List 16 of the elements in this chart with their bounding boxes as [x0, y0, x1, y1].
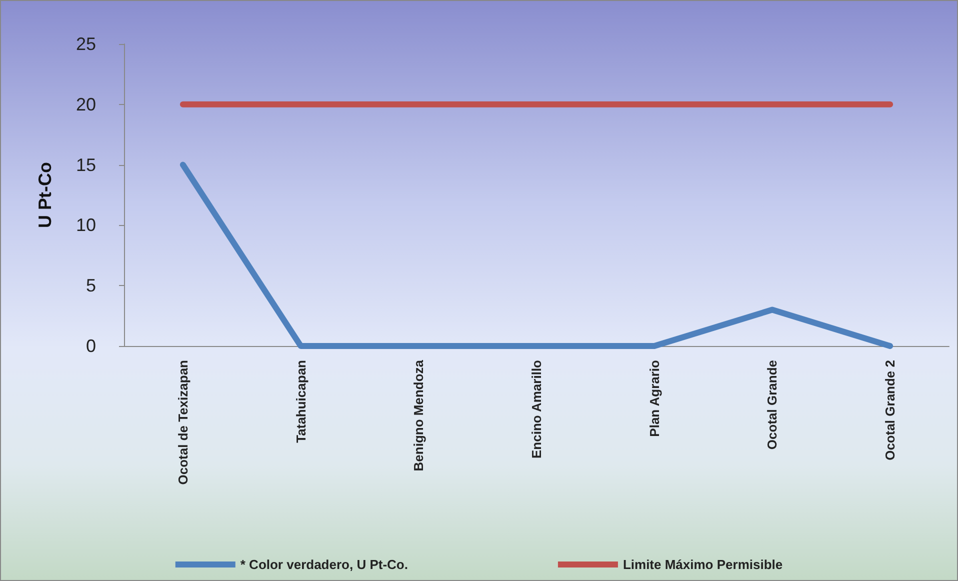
- y-tick-label: 25: [76, 34, 96, 54]
- x-tick-label: Ocotal Grande 2: [882, 360, 898, 460]
- x-tick-label: Ocotal de Texizapan: [175, 360, 190, 485]
- y-tick-label: 20: [76, 94, 96, 114]
- legend-label: * Color verdadero, U Pt-Co.: [240, 557, 408, 572]
- x-tick-label: Encino Amarillo: [529, 360, 544, 458]
- y-tick-label: 0: [86, 336, 96, 356]
- y-axis-title: U Pt-Co: [35, 162, 55, 228]
- y-tick-label: 10: [76, 215, 96, 236]
- x-tick-label: Plan Agrario: [646, 360, 662, 437]
- y-tick-label: 5: [86, 276, 96, 296]
- x-tick-label: Ocotal Grande: [764, 360, 780, 450]
- x-tick-label: Benigno Mendoza: [411, 359, 426, 472]
- x-tick-label: Tatahuicapan: [293, 360, 308, 443]
- y-tick-label: 15: [76, 154, 96, 175]
- legend-label: Limite Máximo Permisible: [622, 557, 783, 572]
